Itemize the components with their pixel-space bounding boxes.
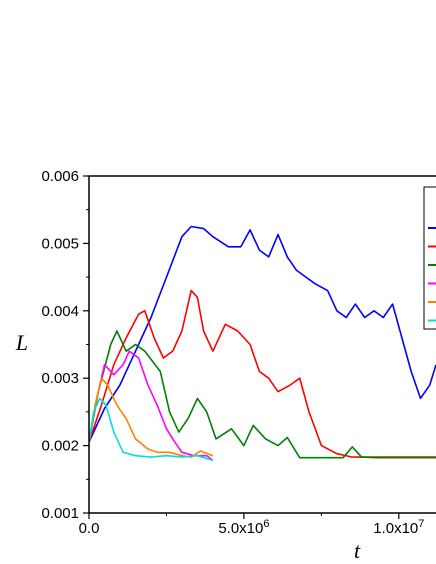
y-tick-label-3: 0.003 (41, 370, 79, 387)
series-layer (89, 225, 436, 462)
series-line-1 (89, 225, 436, 443)
series-line-3 (89, 330, 436, 459)
y-tick-label-6: 0.006 (41, 168, 79, 185)
y-axis-label: L (15, 330, 28, 355)
y-tick-label-1: 0.001 (41, 505, 79, 522)
y-tick-label-2: 0.002 (41, 438, 79, 455)
x-tick-label-3: 1.0x107 (373, 518, 424, 537)
legend-box (423, 186, 436, 330)
series-line-2 (89, 289, 436, 458)
x-axis-label: t (354, 538, 361, 563)
x-tick-label-2: 5.0x106 (218, 518, 269, 537)
series-line-4 (89, 350, 214, 462)
series-line-6 (89, 397, 214, 462)
y-tick-label-4: 0.004 (41, 303, 79, 320)
axes: 0.001 0.002 0.003 0.004 0.005 0.006 0.0 5.0x106… (41, 168, 436, 537)
y-tick-label-5: 0.005 (41, 235, 79, 252)
legend (423, 186, 436, 330)
x-tick-label-1: 0.0 (79, 520, 100, 537)
